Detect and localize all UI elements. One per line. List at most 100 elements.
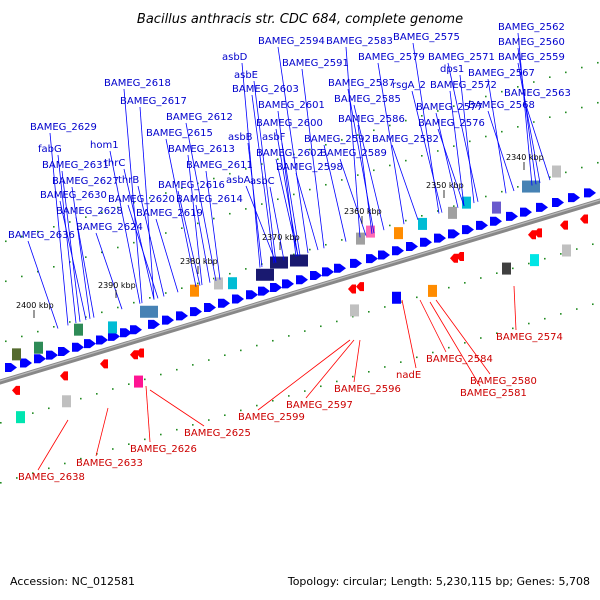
grid-dot <box>576 248 578 250</box>
gene-label-top: asbF <box>262 132 286 143</box>
grid-dot <box>181 187 183 189</box>
chart-title: Bacillus anthracis str. CDC 684, complet… <box>137 12 463 27</box>
grid-dot <box>517 186 519 188</box>
gene-label-top: BAMEG_2586 <box>338 114 405 125</box>
grid-dot <box>549 76 551 78</box>
reverse-gene-arrow <box>100 359 108 369</box>
gene-label-top: hom1 <box>90 140 119 151</box>
grid-dot <box>517 86 519 88</box>
feature-box <box>12 348 21 361</box>
grid-dot <box>309 248 311 251</box>
feature-box <box>190 284 199 297</box>
grid-dot <box>229 212 231 215</box>
grid-dot <box>37 270 39 273</box>
grid-dot <box>224 414 226 417</box>
feature-box <box>290 254 308 267</box>
grid-dot <box>32 472 34 474</box>
gene-label-top: BAMEG_2582 <box>372 134 439 145</box>
grid-dot <box>400 361 402 363</box>
leader-line <box>357 124 373 234</box>
gene-label-top: BAMEG_2560 <box>498 37 565 48</box>
gene-label-bottom: BAMEG_2596 <box>334 384 401 395</box>
genome-backbone-highlight <box>0 199 600 382</box>
grid-dot <box>560 313 562 315</box>
grid-dot <box>384 366 386 368</box>
kbp-tick-label: 2390 kbp <box>98 281 136 290</box>
grid-dot <box>101 211 103 214</box>
leader-line <box>401 299 417 369</box>
leader-line <box>137 185 165 297</box>
forward-gene-arrow <box>120 328 132 338</box>
grid-dot <box>165 292 167 294</box>
forward-gene-arrow <box>392 246 404 256</box>
grid-dot <box>501 190 503 193</box>
grid-dot <box>261 163 263 165</box>
leader-line <box>339 158 367 236</box>
grid-dot <box>320 325 322 328</box>
leader-line <box>437 128 465 207</box>
gene-label-top: fabG <box>38 144 62 155</box>
grid-dot <box>544 257 546 260</box>
grid-dot <box>485 195 487 198</box>
reverse-gene-arrow <box>456 251 464 261</box>
grid-dot <box>368 370 370 373</box>
reverse-gene-arrow <box>356 282 364 292</box>
grid-dot <box>5 340 7 343</box>
forward-gene-arrow <box>96 335 108 345</box>
kbp-tick-label: 2380 kbp <box>180 257 218 266</box>
gene-label-top: BAMEG_2611 <box>186 160 253 171</box>
gene-label-top: BAMEG_2613 <box>168 144 235 155</box>
grid-dot <box>437 150 439 152</box>
grid-dot <box>325 183 327 186</box>
leader-line <box>149 389 205 427</box>
grid-dot <box>48 467 50 470</box>
grid-dot <box>53 325 55 328</box>
reverse-gene-arrow <box>60 371 68 381</box>
forward-gene-arrow <box>322 267 334 277</box>
grid-dot <box>581 66 583 69</box>
grid-dot <box>85 316 87 318</box>
gene-label-top: BAMEG_2576 <box>418 118 485 129</box>
forward-gene-arrow <box>506 211 518 221</box>
feature-box <box>502 262 511 275</box>
feature-box <box>134 375 143 388</box>
gene-label-top: asbC <box>250 176 275 187</box>
forward-gene-arrow <box>218 298 230 308</box>
grid-dot <box>421 115 423 117</box>
grid-dot <box>565 71 567 74</box>
gene-label-top: BAMEG_2572 <box>430 80 497 91</box>
leader-line <box>429 301 481 387</box>
leader-line <box>251 94 275 264</box>
leader-line <box>75 216 95 318</box>
gene-label-top: BAMEG_2598 <box>276 162 343 173</box>
gene-label-top: BAMEG_2594 <box>258 36 325 47</box>
grid-dot <box>533 81 535 83</box>
feature-box <box>16 411 25 424</box>
gene-label-top: BAMEG_2612 <box>166 112 233 123</box>
grid-dot <box>512 267 514 270</box>
leader-line <box>123 88 143 304</box>
gene-label-bottom: BAMEG_2584 <box>426 354 493 365</box>
forward-gene-arrow <box>72 342 84 352</box>
reverse-gene-arrow <box>136 348 144 358</box>
grid-dot <box>240 349 242 352</box>
kbp-tick-label: 2360 kbp <box>344 207 382 216</box>
grid-dot <box>144 378 146 381</box>
gene-label-top: BAMEG_2577 <box>416 102 483 113</box>
grid-dot <box>448 286 450 289</box>
grid-dot <box>197 222 199 225</box>
grid-dot <box>389 164 391 167</box>
forward-gene-arrow <box>20 358 32 368</box>
grid-dot <box>320 385 322 388</box>
leader-line <box>155 218 179 293</box>
grid-dot <box>128 443 130 445</box>
accession-label: Accession: NC_012581 <box>10 575 136 588</box>
leader-line <box>459 74 475 204</box>
feature-box <box>448 206 457 219</box>
gene-label-top: BAMEG_2600 <box>256 118 323 129</box>
forward-gene-arrow <box>476 220 488 230</box>
reverse-gene-arrow <box>580 214 588 224</box>
grid-dot <box>0 421 2 424</box>
feature-box <box>74 323 83 336</box>
gene-label-top: BAMEG_2591 <box>282 58 349 69</box>
